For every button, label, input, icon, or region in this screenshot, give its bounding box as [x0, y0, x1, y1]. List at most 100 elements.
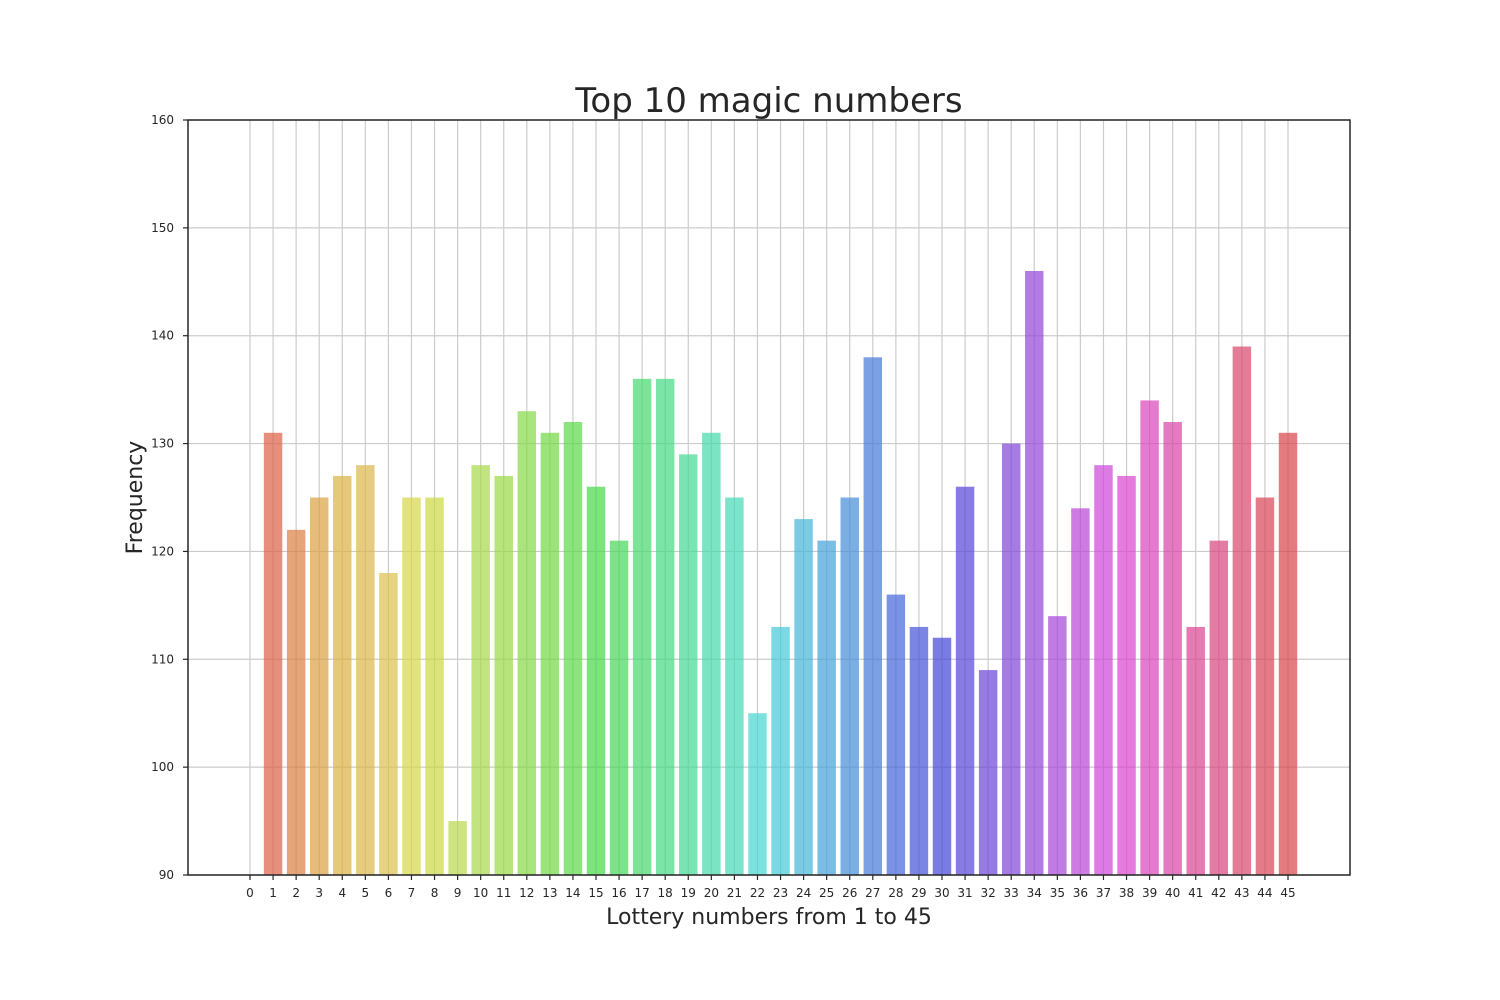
bar-40: [1163, 422, 1182, 875]
bar-25: [817, 540, 836, 875]
chart-title: Top 10 magic numbers: [574, 81, 962, 121]
bar-31: [955, 486, 975, 875]
x-tick-label: 45: [1280, 886, 1295, 900]
y-tick-label: 90: [159, 868, 174, 882]
x-tick-label: 21: [727, 886, 742, 900]
x-axis-label: Lottery numbers from 1 to 45: [606, 905, 932, 930]
bar-22: [748, 713, 767, 875]
x-tick-label: 8: [431, 886, 439, 900]
x-tick-label: 38: [1119, 886, 1134, 900]
ticks: 0 1 2 3 4 5 6 7 8 9 10 11 12 13 14 15 16 17 18 19 20 21 22 23 24…: [151, 113, 1296, 900]
x-tick-label: 7: [408, 886, 416, 900]
x-tick-label: 41: [1188, 886, 1203, 900]
bar-33: [1001, 443, 1021, 875]
bar-10: [471, 465, 490, 875]
x-tick-label: 24: [796, 886, 811, 900]
bar-41: [1186, 626, 1205, 875]
x-tick-label: 44: [1257, 886, 1272, 900]
bar-39: [1140, 400, 1159, 875]
x-tick-label: 34: [1027, 886, 1042, 900]
y-tick-label: 110: [151, 652, 174, 666]
bar-17: [632, 378, 652, 875]
x-tick-label: 33: [1004, 886, 1019, 900]
bar-36: [1071, 508, 1090, 875]
x-tick-label: 12: [519, 886, 534, 900]
x-tick-label: 39: [1142, 886, 1157, 900]
bar-1: [263, 432, 283, 875]
y-tick-label: 150: [151, 221, 174, 235]
bar-2: [286, 529, 306, 875]
x-tick-label: 9: [454, 886, 462, 900]
bar-27: [863, 357, 883, 875]
bar-4: [333, 475, 352, 875]
bar-8: [425, 497, 444, 875]
bar-21: [725, 497, 744, 875]
x-tick-label: 19: [681, 886, 696, 900]
x-tick-label: 17: [634, 886, 649, 900]
bar-26: [840, 497, 859, 875]
x-tick-label: 26: [842, 886, 857, 900]
x-tick-label: 10: [473, 886, 488, 900]
bar-24: [794, 519, 813, 875]
bar-37: [1094, 465, 1113, 875]
x-tick-label: 20: [704, 886, 719, 900]
bar-18: [655, 378, 675, 875]
bar-23: [771, 626, 790, 875]
x-tick-label: 18: [658, 886, 673, 900]
x-tick-label: 0: [246, 886, 254, 900]
x-tick-label: 43: [1234, 886, 1249, 900]
bar-30: [932, 637, 952, 875]
x-tick-label: 1: [269, 886, 277, 900]
bar-29: [909, 626, 929, 875]
bar-34: [1025, 271, 1044, 875]
x-tick-label: 27: [865, 886, 880, 900]
bar-5: [356, 465, 375, 875]
y-tick-label: 130: [151, 437, 174, 451]
y-tick-label: 160: [151, 113, 174, 127]
x-tick-label: 6: [385, 886, 393, 900]
bar-42: [1209, 540, 1229, 875]
bar-45: [1278, 432, 1298, 875]
x-tick-label: 32: [980, 886, 995, 900]
bar-13: [540, 432, 560, 875]
x-tick-label: 40: [1165, 886, 1180, 900]
bar-7: [402, 497, 421, 875]
y-axis-label: Frequency: [123, 441, 148, 555]
bar-12: [517, 411, 537, 875]
x-tick-label: 29: [911, 886, 926, 900]
bar-19: [679, 454, 698, 875]
bar-9: [448, 821, 467, 875]
x-tick-label: 2: [292, 886, 300, 900]
x-tick-label: 36: [1073, 886, 1088, 900]
bar-35: [1048, 616, 1067, 875]
x-tick-label: 37: [1096, 886, 1111, 900]
bar-11: [494, 475, 513, 875]
bar-43: [1232, 346, 1252, 875]
x-tick-label: 13: [542, 886, 557, 900]
x-tick-label: 14: [565, 886, 580, 900]
bar-16: [609, 540, 629, 875]
x-tick-label: 28: [888, 886, 903, 900]
x-tick-label: 25: [819, 886, 834, 900]
bars: [263, 271, 1298, 875]
bar-38: [1117, 475, 1136, 875]
bar-28: [886, 594, 906, 875]
bar-44: [1255, 497, 1275, 875]
bar-32: [978, 670, 998, 875]
x-tick-label: 15: [588, 886, 603, 900]
x-tick-label: 23: [773, 886, 788, 900]
x-tick-label: 35: [1050, 886, 1065, 900]
y-tick-label: 140: [151, 329, 174, 343]
bar-14: [563, 422, 583, 875]
bar-3: [309, 497, 329, 875]
x-tick-label: 4: [338, 886, 346, 900]
x-tick-label: 42: [1211, 886, 1226, 900]
x-tick-label: 16: [611, 886, 626, 900]
bar-20: [702, 432, 721, 875]
x-tick-label: 22: [750, 886, 765, 900]
bar-6: [379, 573, 398, 875]
plot-frame: [187, 119, 1351, 876]
x-tick-label: 30: [934, 886, 949, 900]
x-tick-label: 31: [957, 886, 972, 900]
